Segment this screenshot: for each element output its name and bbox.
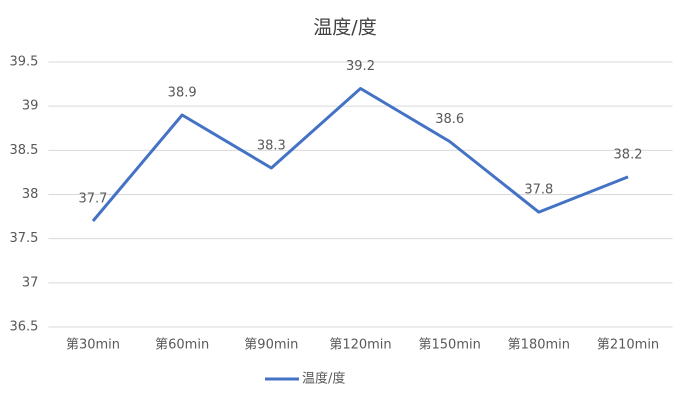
x-tick-label: 第30min xyxy=(66,338,120,353)
x-tick-label: 第120min xyxy=(329,338,391,353)
legend-label: 温度/度 xyxy=(302,371,345,387)
x-tick-label: 第90min xyxy=(244,338,298,353)
chart-title: 温度/度 xyxy=(313,17,376,39)
data-label: 39.2 xyxy=(346,59,375,74)
x-tick-label: 第150min xyxy=(419,338,481,353)
data-label: 38.2 xyxy=(614,147,643,162)
data-label: 38.3 xyxy=(257,139,286,154)
x-tick-label: 第210min xyxy=(597,338,659,353)
data-label: 37.7 xyxy=(79,192,108,207)
x-tick-label: 第180min xyxy=(508,338,570,353)
y-tick-label: 37 xyxy=(22,275,39,290)
y-tick-label: 36.5 xyxy=(9,320,38,335)
y-tick-label: 38.5 xyxy=(9,143,38,158)
y-tick-label: 39 xyxy=(22,99,39,114)
data-line xyxy=(91,87,629,222)
data-label: 38.9 xyxy=(168,86,197,101)
x-tick-label: 第60min xyxy=(155,338,209,353)
y-tick-label: 37.5 xyxy=(9,231,38,246)
y-tick-label: 39.5 xyxy=(9,55,38,70)
data-label: 38.6 xyxy=(435,112,464,127)
data-label: 37.8 xyxy=(524,183,553,198)
y-tick-label: 38 xyxy=(22,187,39,202)
